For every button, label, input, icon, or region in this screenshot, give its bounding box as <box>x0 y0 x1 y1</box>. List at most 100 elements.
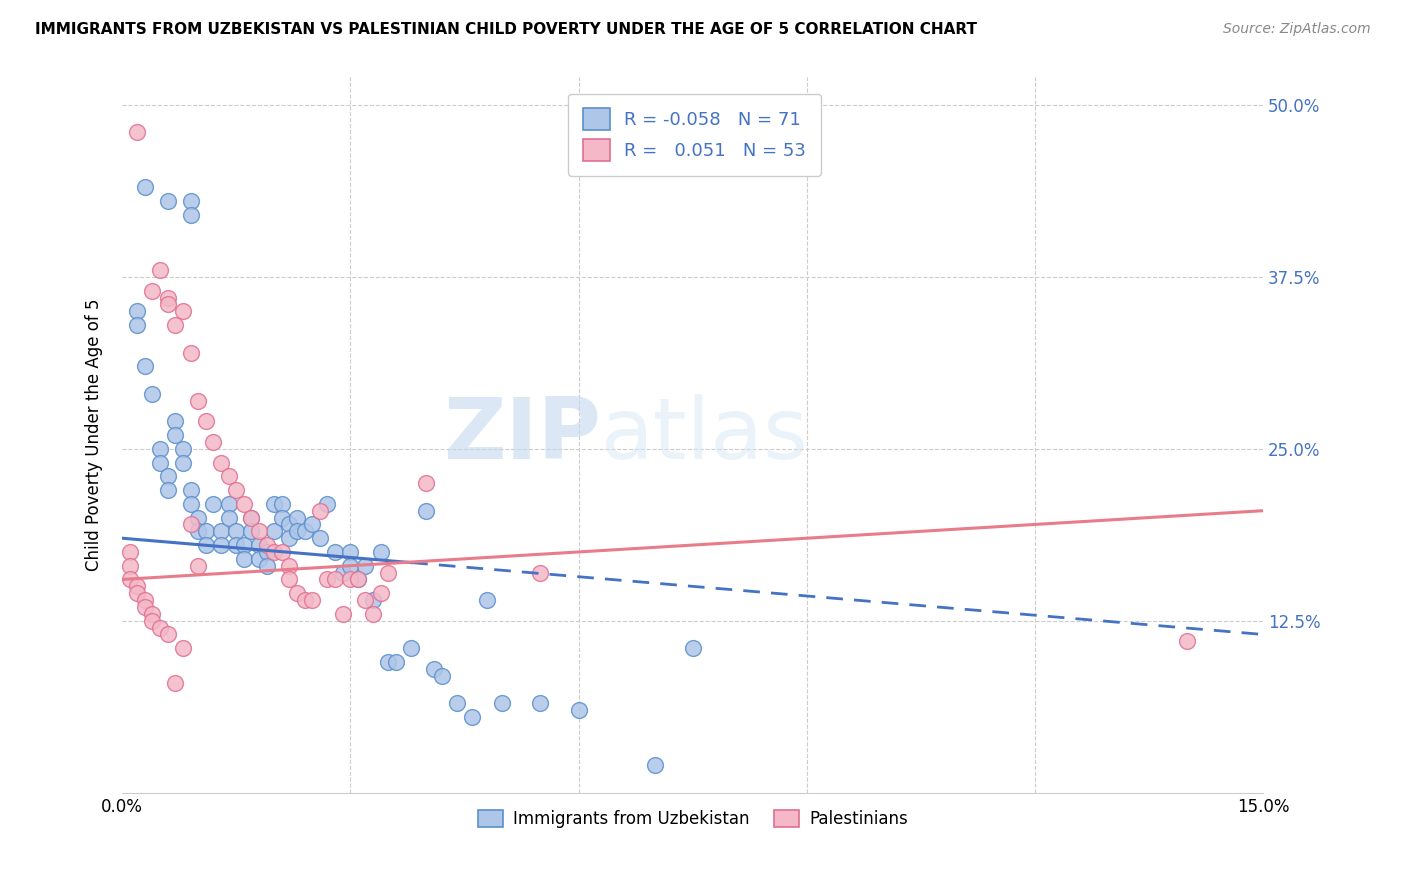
Point <box>285 510 308 524</box>
Point <box>301 593 323 607</box>
Point <box>347 573 370 587</box>
Point <box>187 510 209 524</box>
Point <box>141 284 163 298</box>
Point <box>247 551 270 566</box>
Point <box>247 524 270 539</box>
Point <box>180 208 202 222</box>
Point <box>361 607 384 621</box>
Point <box>240 510 263 524</box>
Point <box>370 545 392 559</box>
Point <box>156 291 179 305</box>
Point <box>165 318 187 332</box>
Point <box>370 586 392 600</box>
Point <box>134 359 156 374</box>
Point <box>347 573 370 587</box>
Point <box>225 483 247 497</box>
Point <box>127 318 149 332</box>
Point <box>225 538 247 552</box>
Point <box>187 558 209 573</box>
Point <box>218 497 240 511</box>
Point <box>232 538 254 552</box>
Point <box>285 586 308 600</box>
Legend: Immigrants from Uzbekistan, Palestinians: Immigrants from Uzbekistan, Palestinians <box>471 803 914 834</box>
Point <box>430 669 453 683</box>
Point <box>156 297 179 311</box>
Point <box>682 641 704 656</box>
Point <box>415 476 437 491</box>
Point <box>529 696 551 710</box>
Point <box>134 599 156 614</box>
Point <box>256 538 278 552</box>
Point <box>477 593 499 607</box>
Point <box>316 573 339 587</box>
Point <box>127 586 149 600</box>
Point <box>127 125 149 139</box>
Point <box>240 524 263 539</box>
Point <box>232 551 254 566</box>
Point <box>247 538 270 552</box>
Point <box>141 614 163 628</box>
Point <box>209 524 232 539</box>
Point <box>218 469 240 483</box>
Point <box>354 558 377 573</box>
Point <box>218 510 240 524</box>
Point <box>149 456 172 470</box>
Point <box>285 524 308 539</box>
Point <box>308 531 330 545</box>
Point <box>491 696 513 710</box>
Point <box>165 675 187 690</box>
Point <box>446 696 468 710</box>
Point <box>209 538 232 552</box>
Point <box>354 593 377 607</box>
Point <box>172 304 194 318</box>
Point <box>385 655 408 669</box>
Point <box>156 627 179 641</box>
Text: IMMIGRANTS FROM UZBEKISTAN VS PALESTINIAN CHILD POVERTY UNDER THE AGE OF 5 CORRE: IMMIGRANTS FROM UZBEKISTAN VS PALESTINIA… <box>35 22 977 37</box>
Text: ZIP: ZIP <box>443 393 602 476</box>
Point <box>240 510 263 524</box>
Point <box>644 758 666 772</box>
Point <box>127 304 149 318</box>
Point <box>256 545 278 559</box>
Point <box>270 545 292 559</box>
Point <box>202 497 225 511</box>
Point <box>308 504 330 518</box>
Point <box>172 456 194 470</box>
Point <box>156 469 179 483</box>
Point <box>256 558 278 573</box>
Point <box>165 428 187 442</box>
Point <box>180 483 202 497</box>
Point <box>180 517 202 532</box>
Point <box>529 566 551 580</box>
Point <box>118 558 141 573</box>
Point <box>134 180 156 194</box>
Point <box>194 414 217 428</box>
Point <box>332 607 354 621</box>
Point <box>172 641 194 656</box>
Point <box>180 194 202 209</box>
Point <box>149 621 172 635</box>
Point <box>165 414 187 428</box>
Point <box>141 607 163 621</box>
Point <box>149 442 172 456</box>
Point <box>332 566 354 580</box>
Point <box>141 386 163 401</box>
Point <box>339 573 361 587</box>
Point <box>1175 634 1198 648</box>
Point <box>323 545 346 559</box>
Point <box>187 393 209 408</box>
Point <box>156 194 179 209</box>
Text: atlas: atlas <box>602 393 810 476</box>
Point <box>323 573 346 587</box>
Point <box>180 345 202 359</box>
Point <box>194 524 217 539</box>
Point <box>172 442 194 456</box>
Point <box>316 497 339 511</box>
Point <box>270 510 292 524</box>
Point <box>567 703 589 717</box>
Point <box>118 573 141 587</box>
Point <box>278 573 301 587</box>
Point <box>301 517 323 532</box>
Point <box>377 566 399 580</box>
Point <box>156 483 179 497</box>
